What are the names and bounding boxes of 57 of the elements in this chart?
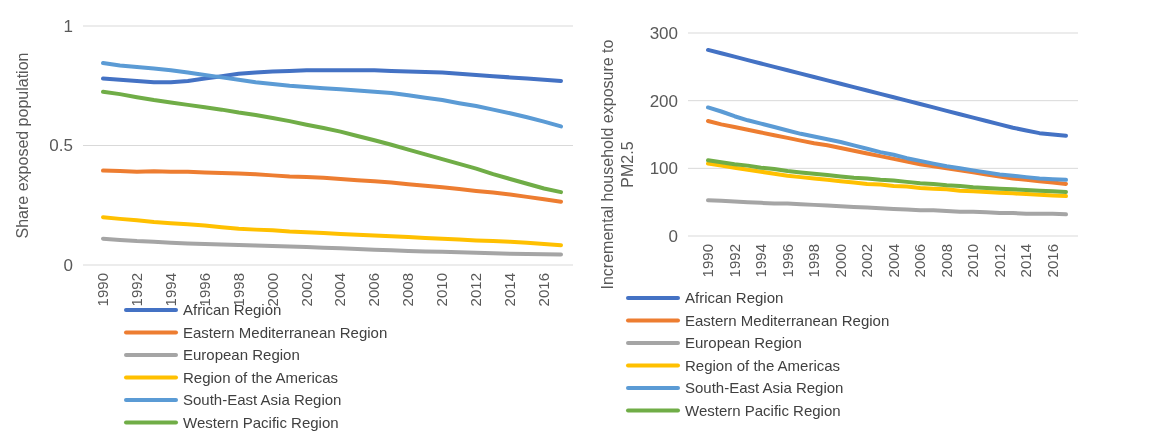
x-tick-label: 1996 [778,244,796,278]
x-tick-label: 2012 [990,244,1008,278]
line-series [101,68,563,85]
legend-label: Region of the Americas [183,368,339,386]
legend-label: Eastern Mediterranean Region [685,311,890,329]
x-tick-label: 2008 [399,273,417,307]
x-tick-label: 2006 [365,273,383,307]
x-tick-label: 2004 [884,244,902,278]
legend-label: Region of the Americas [685,356,841,374]
y-tick-label: 1 [63,16,73,36]
y-tick-label: 100 [649,159,678,179]
line-series [101,89,563,195]
legend-label: South-East Asia Region [183,391,342,409]
x-tick-label: 2014 [501,273,519,307]
x-tick-label: 2004 [331,273,349,307]
legend-label: South-East Asia Region [685,379,844,397]
line-series [706,47,1068,138]
line-series [706,198,1068,217]
line-series [706,105,1068,182]
x-tick-label: 1990 [94,273,111,307]
x-tick-label: 2006 [911,244,929,278]
x-tick-label: 2014 [1017,244,1035,278]
y-tick-label: 300 [649,23,678,43]
x-tick-label: 2000 [263,273,281,307]
x-tick-label: 2002 [858,244,876,278]
legend-label: Western Pacific Region [685,401,841,419]
y-axis-title: Share exposed population [14,52,31,239]
x-tick-label: 2016 [535,273,553,307]
y-tick-label: 0.5 [49,136,73,156]
x-tick-label: 1992 [127,273,145,307]
line-series [101,215,563,248]
y-tick-label: 200 [649,91,678,111]
legend-label: European Region [685,334,802,352]
x-tick-label: 2016 [1043,244,1061,278]
x-tick-label: 1994 [752,244,770,278]
y-axis-title: Incremental household exposure to PM2.5 [599,39,636,290]
x-tick-label: 2010 [433,273,451,307]
x-tick-label: 2008 [937,244,955,278]
x-tick-label: 1998 [229,273,247,307]
line-series [101,61,563,129]
x-tick-label: 1998 [805,244,823,278]
legend-label: African Region [685,289,784,307]
x-tick-label: 2000 [831,244,849,278]
y-tick-label: 0 [63,255,73,275]
x-tick-label: 1994 [161,273,179,307]
legend-label: Eastern Mediterranean Region [183,323,388,341]
x-tick-label: 1990 [699,244,716,278]
x-tick-label: 2002 [297,273,315,307]
line-series [101,168,563,204]
y-tick-label: 0 [668,226,678,246]
line-series [101,236,563,257]
x-tick-label: 2010 [964,244,982,278]
line-series [706,118,1068,186]
legend-label: Western Pacific Region [183,413,339,431]
x-tick-label: 2012 [467,273,485,307]
legend-label: European Region [183,346,300,364]
x-tick-label: 1992 [725,244,743,278]
